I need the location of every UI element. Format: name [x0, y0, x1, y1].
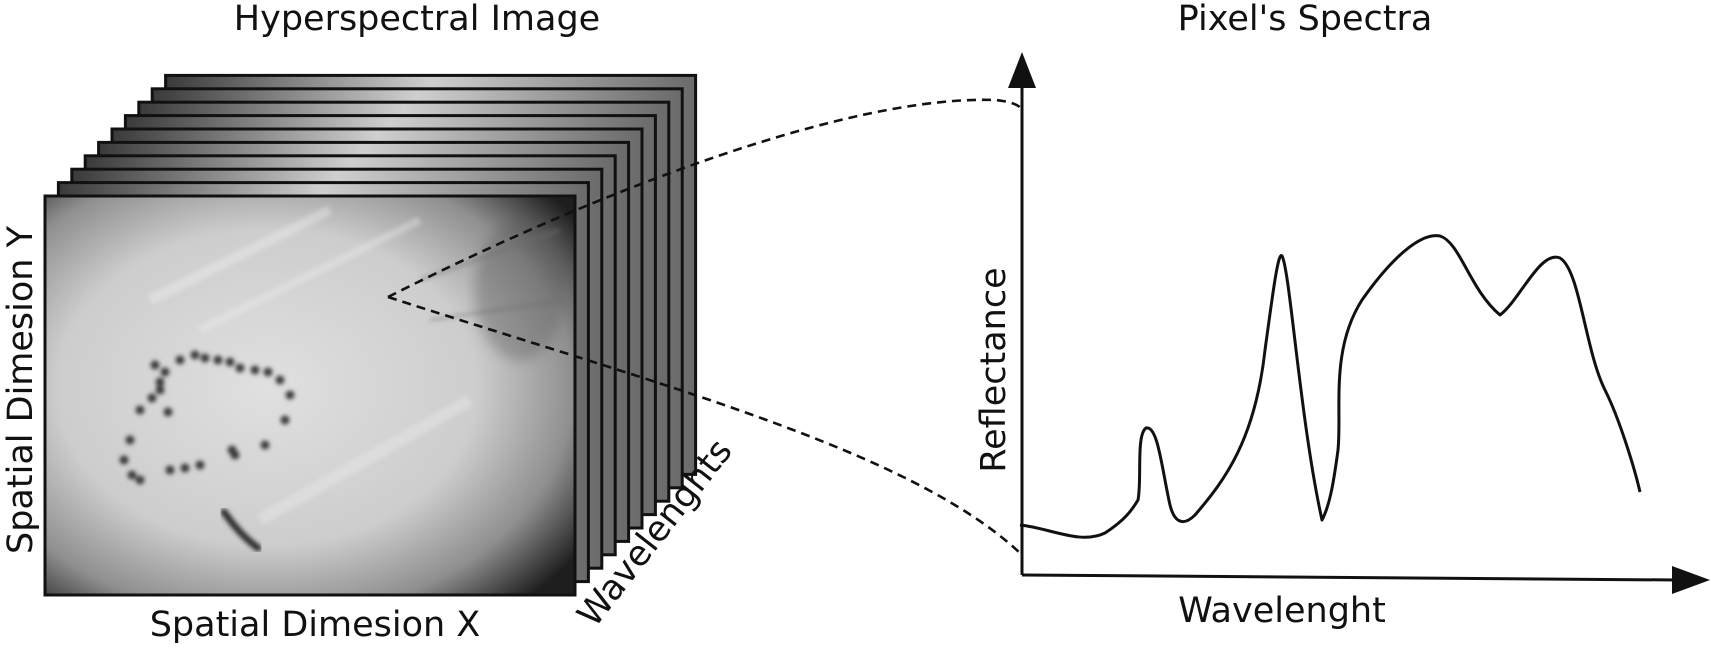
skin-dot [225, 357, 235, 367]
skin-dot [175, 355, 185, 365]
skin-dot [275, 375, 285, 385]
skin-dot [155, 385, 165, 395]
spatial-y-label: Spatial Dimesion Y [1, 225, 41, 554]
skin-dot [165, 465, 175, 475]
skin-dot [195, 460, 205, 470]
skin-dot [200, 353, 210, 363]
skin-dot [213, 355, 223, 365]
skin-dot [135, 405, 145, 415]
reflectance-axis-label: Reflectance [974, 267, 1014, 472]
x-axis [1021, 573, 1677, 582]
skin-dot [119, 455, 129, 465]
skin-dot [155, 377, 165, 387]
skin-dot [125, 435, 135, 445]
x-axis-arrowhead [1672, 566, 1710, 594]
y-axis-arrowhead [1008, 52, 1036, 88]
wavelength-axis-label: Wavelenght [1178, 591, 1386, 631]
skin-dot [190, 350, 200, 360]
spectra-axes [1008, 52, 1710, 594]
skin-dot [135, 475, 145, 485]
skin-dot [250, 365, 260, 375]
spectrum-curve [1019, 234, 1642, 539]
pixel-connector [387, 98, 1024, 554]
skin-dot [160, 367, 170, 377]
front-image [43, 194, 577, 597]
skin-dot [263, 367, 273, 377]
hyperspectral-image-title: Hyperspectral Image [234, 0, 600, 39]
skin-dot [280, 415, 290, 425]
spatial-x-label: Spatial Dimesion X [150, 605, 481, 645]
skin-dot [147, 393, 157, 403]
skin-dot [150, 360, 160, 370]
skin-dot [180, 463, 190, 473]
skin-dot [163, 407, 173, 417]
skin-dot [285, 390, 295, 400]
skin-dot [235, 363, 245, 373]
skin-dot [227, 445, 237, 455]
pixel-spectra-title: Pixel's Spectra [1178, 0, 1433, 39]
skin-dot [260, 440, 270, 450]
skin-dot [127, 470, 137, 480]
